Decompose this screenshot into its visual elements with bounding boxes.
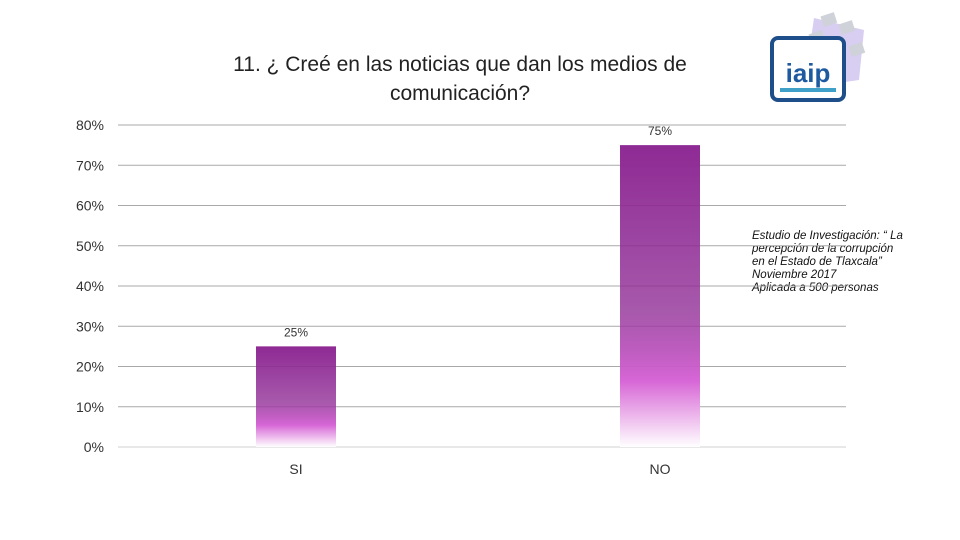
y-tick-label: 30% <box>76 318 104 334</box>
note-line: Estudio de Investigación: “ La <box>752 230 903 242</box>
iaip-logo-icon: iaip <box>770 12 866 102</box>
data-label: 75% <box>648 124 672 138</box>
note-line: Noviembre 2017 <box>752 269 837 281</box>
y-tick-label: 0% <box>84 439 104 455</box>
y-tick-label: 70% <box>76 157 104 173</box>
x-tick-label: SI <box>289 461 302 477</box>
bar-si <box>256 346 336 447</box>
y-tick-label: 60% <box>76 198 104 214</box>
data-label: 25% <box>284 325 308 339</box>
note-line: Aplicada a 500 personas <box>752 282 879 294</box>
x-tick-label: NO <box>650 461 671 477</box>
y-tick-label: 50% <box>76 238 104 254</box>
y-tick-label: 20% <box>76 359 104 375</box>
y-tick-label: 80% <box>76 117 104 133</box>
y-tick-label: 10% <box>76 399 104 415</box>
bar-no <box>620 145 700 447</box>
svg-text:iaip: iaip <box>786 58 831 88</box>
note-line: en el Estado de Tlaxcala” <box>752 256 882 268</box>
chart-title: 11. ¿ Creé en las noticias que dan los m… <box>233 53 687 105</box>
y-tick-label: 40% <box>76 278 104 294</box>
